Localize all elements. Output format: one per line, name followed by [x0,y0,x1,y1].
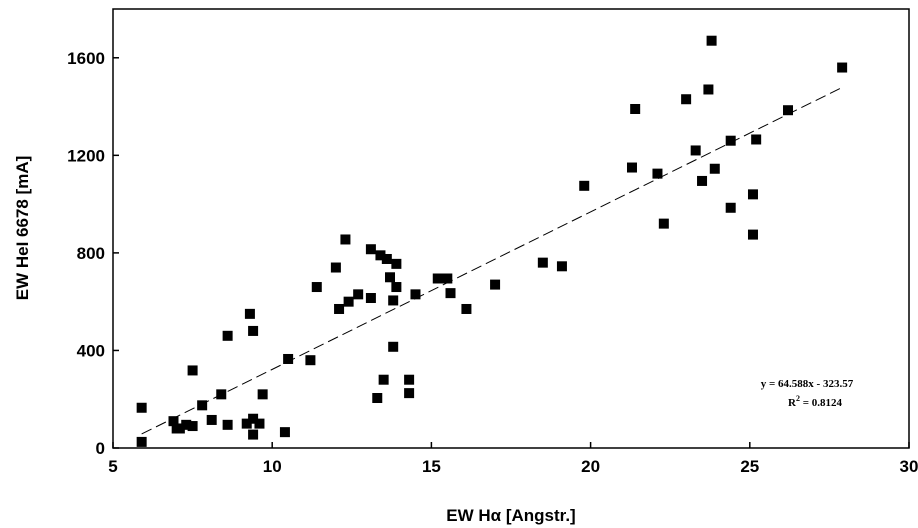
data-point [353,289,364,300]
data-point [375,250,386,261]
data-point [168,416,179,427]
data-point [783,105,794,116]
data-point [283,353,294,364]
data-point [388,295,399,306]
x-tick-label: 10 [263,457,282,476]
data-point [311,282,322,293]
data-point [461,303,472,314]
x-tick-label: 25 [740,457,759,476]
data-point [725,202,736,213]
data-point [187,421,198,432]
trend-line [141,86,843,435]
data-point [248,429,259,440]
data-point [703,84,714,95]
data-point [391,258,402,269]
data-point [378,374,389,385]
plot-area [112,8,910,449]
data-point [241,418,252,429]
data-point [725,135,736,146]
data-point [697,175,708,186]
data-point [222,419,233,430]
data-point [248,413,259,424]
data-point [254,418,265,429]
data-point [216,389,227,400]
data-point [174,423,185,434]
data-point [404,374,415,385]
x-axis-ticks: 5 10 15 20 25 30 [108,442,918,476]
data-point [388,341,399,352]
y-tick-label: 800 [77,244,105,263]
data-point [626,162,637,173]
x-axis-title: EW Hα [Angstr.] [446,506,575,525]
fit-equation: y = 64.588x - 323.57 [761,378,854,390]
data-point [365,293,376,304]
y-tick-label: 1200 [67,146,105,165]
data-point [187,365,198,376]
y-tick-label: 1600 [67,49,105,68]
x-tick-label: 5 [108,457,117,476]
data-point [709,163,720,174]
data-point [136,436,147,447]
data-point [391,282,402,293]
y-axis-ticks: 0 400 800 1200 1600 [67,49,119,458]
data-point [751,134,762,145]
x-tick-label: 20 [581,457,600,476]
data-point [381,253,392,264]
data-point [244,308,255,319]
r2-symbol: R [788,397,797,409]
data-point [442,273,453,284]
data-point [279,427,290,438]
data-point [181,419,192,430]
data-point [343,296,354,307]
data-point [410,289,421,300]
data-point [432,273,443,284]
data-point [197,400,208,411]
data-point [365,244,376,255]
data-point [404,388,415,399]
data-point [330,262,341,273]
y-tick-label: 400 [77,341,105,360]
data-point [747,189,758,200]
r-squared-label: R2 = 0.8124 [788,394,842,409]
data-point [652,168,663,179]
data-point [706,35,717,46]
r2-value: = 0.8124 [800,397,843,409]
data-point [206,414,217,425]
x-tick-label: 15 [422,457,441,476]
data-point [747,229,758,240]
data-points [136,35,848,447]
data-point [136,402,147,413]
data-point [690,145,701,156]
data-point [248,325,259,336]
data-point [445,288,456,299]
data-point [490,279,501,290]
y-tick-label: 0 [96,439,105,458]
data-point [385,272,396,283]
data-point [556,261,567,272]
data-point [630,103,641,114]
data-point [257,389,268,400]
x-tick-label: 30 [900,457,918,476]
regression-fit [141,86,843,435]
data-point [537,257,548,268]
data-point [222,330,233,341]
data-point [681,94,692,105]
data-point [305,355,316,366]
data-point [579,180,590,191]
y-axis-title: EW HeI 6678 [mA] [13,156,32,301]
data-point [334,303,345,314]
data-point [372,393,383,404]
data-point [340,234,351,245]
r2-superscript: 2 [796,394,800,403]
data-point [837,62,848,73]
data-point [658,218,669,229]
